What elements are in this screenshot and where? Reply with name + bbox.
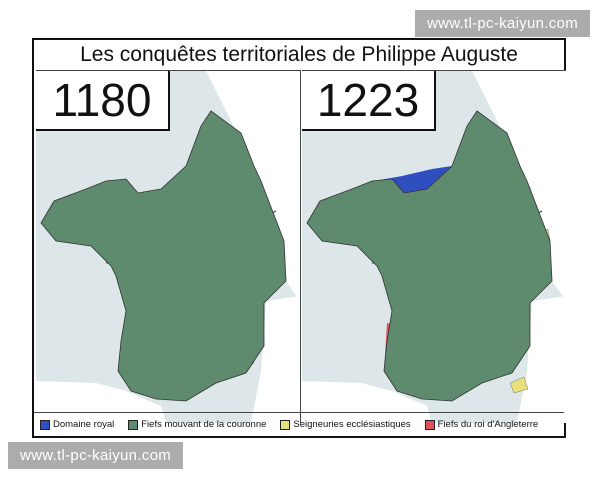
- watermark-top: www.tl-pc-kaiyun.com: [414, 10, 590, 37]
- legend-item-royal-domain: Domaine royal: [40, 419, 114, 430]
- foreign-land: [517, 296, 566, 423]
- foreign-land: [251, 296, 300, 423]
- legend-item-ecclesiastical: Seigneuries ecclésiastiques: [280, 419, 411, 430]
- legend-swatch: [40, 419, 50, 430]
- map-legend: Domaine royal Fiefs mouvant de la couron…: [34, 412, 564, 436]
- legend-label: Seigneuries ecclésiastiques: [293, 419, 411, 430]
- legend-item-crown-fiefs: Fiefs mouvant de la couronne: [128, 419, 266, 430]
- map-1223: 1223: [302, 70, 566, 423]
- legend-label: Fiefs du roi d'Angleterre: [437, 419, 539, 430]
- legend-swatch: [280, 419, 291, 430]
- figure-title: Les conquêtes territoriales de Philippe …: [80, 43, 518, 66]
- legend-swatch: [128, 419, 139, 430]
- watermark-bottom: www.tl-pc-kaiyun.com: [8, 442, 184, 469]
- map-1180: 1180: [36, 70, 301, 423]
- legend-label: Domaine royal: [53, 419, 115, 430]
- foreign-land: [206, 71, 300, 301]
- legend-swatch: [424, 419, 435, 430]
- year-label: 1180: [36, 71, 170, 131]
- ecclesiastical-area: [509, 376, 529, 394]
- legend-label: Fiefs mouvant de la couronne: [141, 419, 267, 430]
- year-label: 1223: [302, 71, 436, 131]
- map-figure: Les conquêtes territoriales de Philippe …: [32, 38, 566, 438]
- legend-item-english-king: Fiefs du roi d'Angleterre: [424, 419, 539, 430]
- foreign-land: [472, 71, 566, 301]
